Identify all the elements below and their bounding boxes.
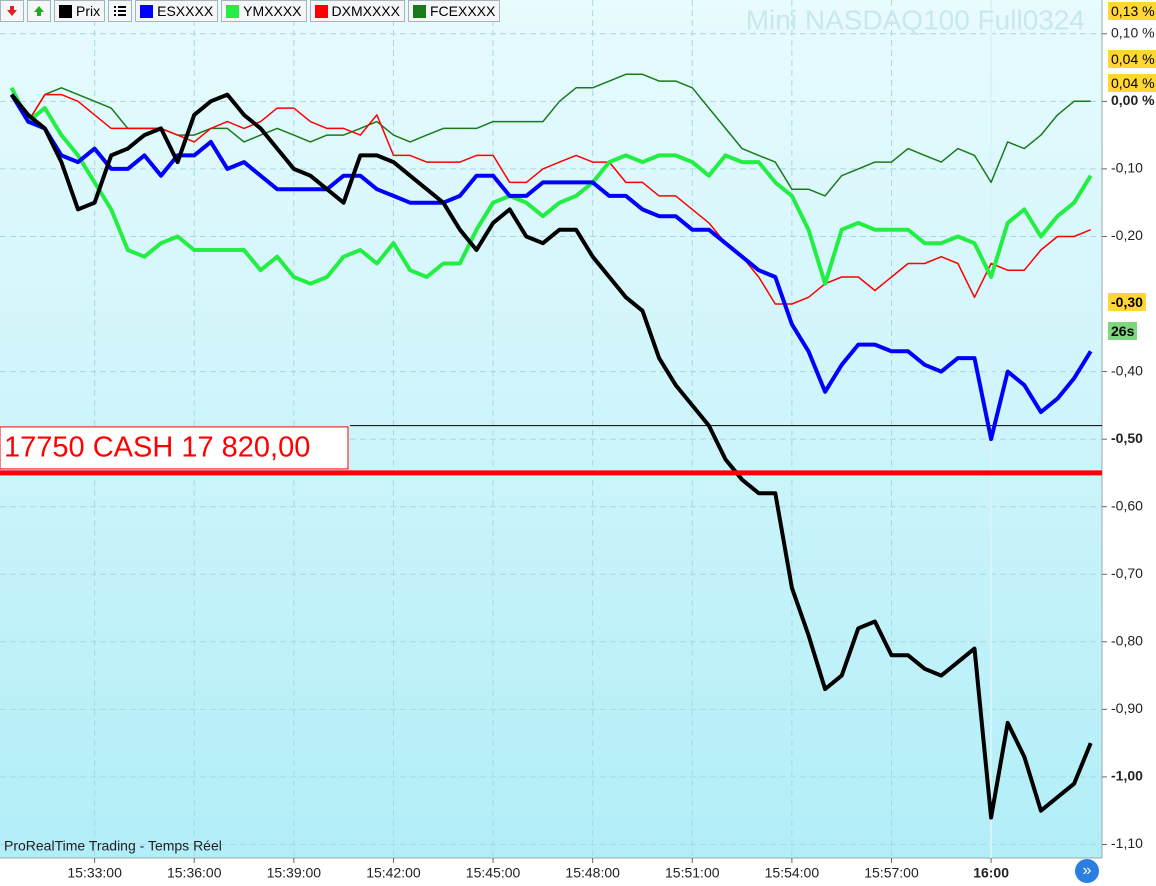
watermark-title: Mini NASDAQ100 Full0324: [746, 4, 1085, 35]
legend-label: FCEXXXX: [429, 3, 496, 19]
y-tick-label: -0,60: [1111, 497, 1143, 513]
legend-item[interactable]: DXMXXXX: [309, 0, 405, 22]
legend-label: DXMXXXX: [331, 3, 400, 19]
legend-label: ESXXXX: [157, 3, 214, 19]
legend-label: Prix: [76, 3, 101, 19]
x-tick-label: 15:33:00: [67, 865, 122, 881]
series-line: [9, 93, 1093, 442]
y-tick-label: -1,10: [1111, 835, 1143, 851]
footer: ProRealTime Trading - Temps Réel: [4, 838, 222, 854]
y-tick-label: -1,00: [1111, 768, 1143, 784]
x-tick-label: 16:00: [973, 865, 1009, 881]
y-tick-label: 0,10 %: [1111, 24, 1155, 40]
x-tick-label: 15:39:00: [267, 865, 322, 881]
legend-swatch: [59, 4, 72, 18]
scroll-button[interactable]: [1075, 859, 1099, 883]
series-lines: [9, 73, 1102, 820]
y-tick-label: -0,70: [1111, 565, 1143, 581]
badge: 0,13 %: [1108, 2, 1156, 20]
legend-item[interactable]: ESXXXX: [135, 0, 219, 22]
toolbar: Prix ESXXXX YMXXXX DXMXXXX FCEXXXX: [0, 0, 501, 22]
series-line: [10, 92, 1093, 820]
x-tick-label: 15:54:00: [765, 865, 820, 881]
list-button[interactable]: [108, 0, 133, 22]
scroll-icon: »: [1083, 862, 1092, 879]
grid: [0, 0, 1102, 858]
legend-swatch: [226, 4, 240, 18]
y-tick-label: -0,40: [1111, 362, 1143, 378]
price-label: 17750 CASH 17 820,00: [4, 432, 310, 464]
down-button[interactable]: [0, 0, 24, 22]
up-button[interactable]: [27, 0, 51, 22]
badge: 0,04 %: [1108, 50, 1156, 68]
y-tick-label: -0,90: [1111, 700, 1143, 716]
series-line: [9, 86, 1093, 286]
legend-item[interactable]: YMXXXX: [221, 0, 307, 22]
legend-swatch: [140, 4, 154, 18]
legend-label: YMXXXX: [243, 3, 302, 19]
y-tick-label: -0,80: [1111, 633, 1143, 649]
timer-badge: 26s: [1108, 322, 1138, 340]
y-tick-label: -0,10: [1111, 160, 1143, 176]
x-tick-label: 15:42:00: [366, 865, 421, 881]
badge: -0,30: [1108, 293, 1146, 311]
x-tick-label: 15:57:00: [864, 865, 919, 881]
y-tick-label: -0,50: [1111, 430, 1143, 446]
legend-swatch: [412, 4, 426, 18]
series-line: [10, 93, 1091, 305]
ticks: 0,10 % 0,00 % -0,10 -0,20 -0,40 -0,50 -0,60 -0,…: [67, 24, 1155, 880]
y-tick-label: -0,20: [1111, 227, 1143, 243]
x-tick-label: 15:48:00: [565, 865, 620, 881]
legend-swatch: [314, 4, 328, 18]
x-tick-label: 15:36:00: [167, 865, 222, 881]
price-label-box: [0, 426, 349, 470]
legend-item[interactable]: Prix: [54, 0, 106, 22]
legend-item[interactable]: FCEXXXX: [407, 0, 501, 22]
x-tick-label: 15:51:00: [665, 865, 720, 881]
series-line: [10, 73, 1091, 197]
x-tick-label: 15:45:00: [466, 865, 521, 881]
y-tick-label: 0,00 %: [1111, 92, 1155, 108]
badge: 0,04 %: [1108, 74, 1156, 92]
